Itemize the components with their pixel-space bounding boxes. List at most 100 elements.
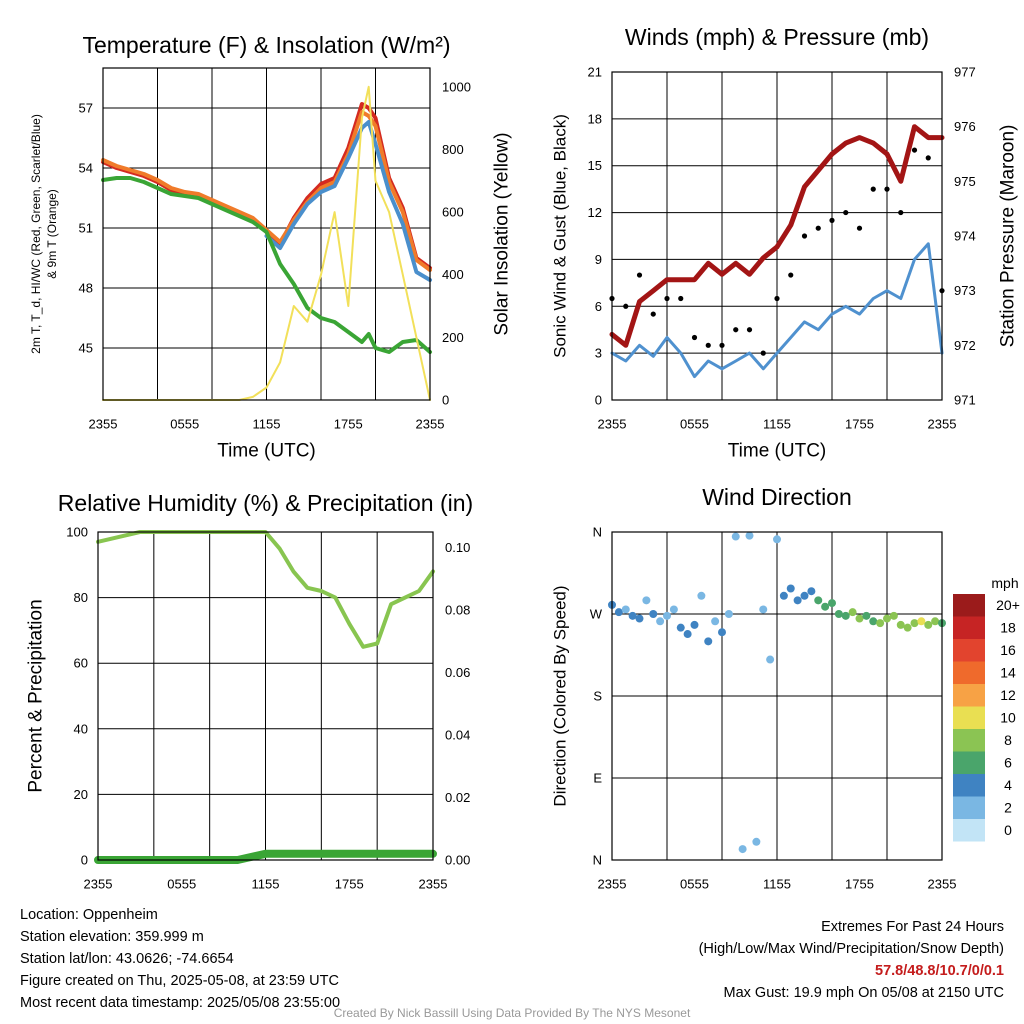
direction-point (649, 610, 658, 618)
y2-axis-label: Station Pressure (Maroon) (998, 125, 1019, 348)
y2-tick-label: 973 (954, 283, 976, 298)
direction-point (828, 599, 836, 608)
panel-frame (611, 531, 943, 861)
gust-point (898, 209, 904, 216)
y2-tick-label: 975 (954, 174, 976, 189)
panel-title: Temperature (F) & Insolation (W/m²) (82, 32, 450, 58)
direction-point (841, 611, 850, 620)
direction-point (621, 605, 630, 614)
extremes-title: Extremes For Past 24 Hours (821, 919, 1004, 935)
legend-swatch (953, 706, 985, 729)
legend-swatch (953, 639, 985, 662)
direction-point (690, 620, 699, 629)
legend-label: 16 (1000, 642, 1016, 658)
y-tick-label: 48 (79, 281, 93, 296)
direction-point (821, 602, 830, 611)
legend-label: 6 (1004, 755, 1012, 771)
direction-point (876, 619, 885, 628)
gust-point (829, 217, 835, 223)
y2-tick-label: 800 (442, 142, 464, 157)
direction-point (669, 605, 678, 614)
direction-point (793, 596, 802, 605)
y-tick-label: 80 (74, 590, 88, 605)
y2-tick-label: 0.02 (445, 790, 470, 805)
direction-point (745, 531, 754, 540)
x-tick-label: 1155 (252, 877, 280, 892)
direction-point (855, 614, 864, 623)
y-tick-label: 51 (79, 221, 93, 236)
gust-point (925, 155, 931, 161)
gust-point (733, 327, 739, 333)
y2-tick-label: 600 (442, 205, 464, 220)
direction-point (759, 605, 768, 614)
credit-text: Created By Nick Bassill Using Data Provi… (333, 1006, 691, 1020)
gust-point (870, 186, 876, 192)
y-tick-label: 20 (74, 787, 88, 802)
gust-point (856, 225, 863, 231)
recent-timestamp: Most recent data timestamp: 2025/05/08 2… (20, 995, 341, 1011)
y-axis-label: Percent & Precipitation (26, 599, 47, 792)
station-location: Location: Oppenheim (20, 907, 158, 923)
gust-point (664, 295, 670, 302)
y-tick-label: 15 (588, 158, 602, 173)
x-tick-label: 0555 (170, 417, 199, 432)
gust-point (746, 327, 753, 333)
y-tick-label: 57 (79, 101, 93, 116)
direction-point (614, 608, 623, 617)
x-tick-label: 1755 (335, 877, 364, 892)
direction-point (800, 591, 809, 600)
legend-swatch (953, 594, 985, 617)
y-tick-label: 40 (74, 721, 88, 736)
panel-3: Relative Humidity (%) & Precipitation (i… (26, 490, 474, 892)
legend-label: 12 (1000, 687, 1016, 703)
x-tick-label: 0555 (680, 417, 709, 432)
x-tick-label: 2355 (598, 877, 627, 892)
direction-point (711, 617, 720, 626)
direction-point (683, 630, 692, 639)
legend-swatch (953, 774, 985, 797)
gust-point (691, 334, 698, 341)
y2-tick-label: 0.04 (445, 728, 470, 743)
extremes-values: 57.8/48.8/10.7/0/0.1 (875, 963, 1004, 979)
y-axis-label: Sonic Wind & Gust (Blue, Black) (551, 114, 570, 358)
direction-point (917, 617, 926, 626)
gust-point (843, 209, 849, 216)
y-tick-label: 6 (595, 299, 602, 314)
y2-tick-label: 0.06 (445, 665, 470, 680)
direction-point (786, 584, 795, 593)
legend-label: 2 (1004, 800, 1012, 816)
y2-tick-label: 972 (954, 338, 976, 353)
direction-point (814, 596, 823, 605)
gust-point (636, 272, 643, 278)
legend-title: mph (991, 575, 1018, 591)
y2-tick-label: 0.00 (445, 853, 470, 868)
y-axis-label: Direction (Colored By Speed) (551, 585, 570, 806)
y-tick-label: 0 (595, 393, 602, 408)
y2-tick-label: 0.10 (445, 540, 470, 555)
series-line-1 (610, 242, 944, 379)
direction-point (848, 608, 857, 617)
x-tick-label: 2355 (928, 877, 957, 892)
y2-tick-label: 1000 (442, 79, 471, 94)
y2-tick-label: 400 (442, 267, 464, 282)
x-tick-label: 0555 (680, 877, 709, 892)
panel-frame (611, 71, 943, 401)
gust-point (801, 233, 808, 239)
panel-2: Winds (mph) & Pressure (mb) 0 3 6 9 12 15 18 21 9… (551, 24, 1019, 462)
y-tick-label: 100 (66, 525, 88, 540)
legend-label: 14 (1000, 665, 1016, 681)
direction-point (752, 837, 761, 846)
x-tick-label: 0555 (167, 877, 196, 892)
station-latlon: Station lat/lon: 43.0626; -74.6654 (20, 951, 234, 967)
series-line-4 (101, 176, 432, 354)
direction-point (889, 611, 898, 620)
y-axis-label: 2m T, T_d, HI/WC (Red, Green, Scarlet/Bl… (29, 114, 43, 354)
y-tick-label: 54 (79, 161, 93, 176)
direction-point (718, 628, 726, 637)
max-gust: Max Gust: 19.9 mph On 05/08 at 2150 UTC (723, 985, 1004, 1001)
y2-tick-label: 976 (954, 119, 976, 134)
direction-point (628, 611, 637, 620)
direction-point (834, 610, 843, 618)
direction-point (910, 619, 919, 628)
station-info: Location: Oppenheim Station elevation: 3… (20, 904, 340, 1014)
